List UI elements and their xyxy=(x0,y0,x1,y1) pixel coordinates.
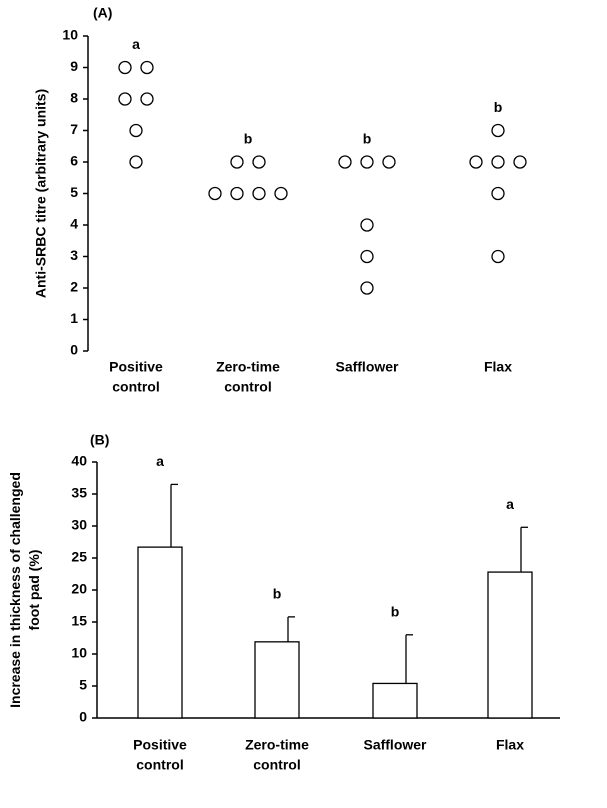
group-label: b xyxy=(391,604,400,620)
y-tick-label: 0 xyxy=(70,342,78,358)
x-tick-label: Zero-time xyxy=(245,737,309,753)
x-tick-label: Flax xyxy=(496,737,524,753)
x-tick-label: control xyxy=(253,757,300,773)
y-tick-label: 30 xyxy=(71,517,87,533)
x-tick-label: Positive xyxy=(109,359,163,375)
group-label: b xyxy=(494,99,503,115)
dot xyxy=(140,60,154,75)
y-tick-label: 35 xyxy=(71,485,87,501)
dot xyxy=(338,155,352,169)
y-tick-label: 3 xyxy=(70,247,78,263)
y-tick-label: 2 xyxy=(70,279,78,295)
y-axis-label: Anti-SRBC titre (arbitrary units) xyxy=(33,89,49,298)
bar xyxy=(254,641,300,719)
dot xyxy=(208,186,222,201)
dot xyxy=(469,155,483,169)
dot xyxy=(129,123,143,138)
group-label: b xyxy=(244,131,253,147)
bar xyxy=(372,682,418,719)
dot xyxy=(491,249,505,264)
y-axis-label: foot pad (%) xyxy=(26,550,42,631)
y-axis-label: Increase in thickness of challenged xyxy=(7,472,23,708)
x-tick-label: control xyxy=(136,757,183,773)
dot xyxy=(360,155,374,169)
group-label: a xyxy=(132,36,140,52)
bar xyxy=(487,571,533,719)
y-tick-label: 7 xyxy=(70,121,78,137)
dot xyxy=(129,155,143,169)
dot xyxy=(382,155,396,169)
y-tick-label: 1 xyxy=(70,310,78,326)
x-tick-label: Safflower xyxy=(335,359,399,375)
bar xyxy=(137,546,183,719)
x-tick-label: Positive xyxy=(133,737,187,753)
dot xyxy=(118,92,132,106)
x-tick-label: control xyxy=(112,379,159,395)
y-tick-label: 10 xyxy=(71,645,87,661)
y-tick-label: 8 xyxy=(70,90,78,106)
x-tick-label: Zero-time xyxy=(216,359,280,375)
group-label: b xyxy=(273,586,282,602)
x-tick-label: control xyxy=(224,379,271,395)
dot xyxy=(491,123,505,138)
dot xyxy=(140,92,154,106)
y-tick-label: 6 xyxy=(70,153,78,169)
x-tick-label: Flax xyxy=(484,359,512,375)
dot xyxy=(360,249,374,264)
dot xyxy=(360,281,374,295)
dot xyxy=(360,218,374,232)
panel-label: (B) xyxy=(90,432,109,448)
y-tick-label: 10 xyxy=(62,27,78,43)
group-label: b xyxy=(363,131,372,147)
dot xyxy=(491,186,505,201)
y-tick-label: 5 xyxy=(79,677,87,693)
y-tick-label: 5 xyxy=(70,184,78,200)
dot xyxy=(230,155,244,169)
y-tick-label: 40 xyxy=(71,453,87,469)
x-tick-label: Safflower xyxy=(363,737,427,753)
dot xyxy=(491,155,505,169)
dot xyxy=(252,155,266,169)
dot xyxy=(274,186,288,201)
group-label: a xyxy=(156,453,164,469)
y-tick-label: 9 xyxy=(70,58,78,74)
y-tick-label: 15 xyxy=(71,613,87,629)
dot xyxy=(230,186,244,201)
group-label: a xyxy=(506,496,514,512)
dot xyxy=(513,155,527,169)
y-tick-label: 4 xyxy=(70,216,78,232)
y-tick-label: 0 xyxy=(79,709,87,725)
dot xyxy=(118,60,132,75)
y-tick-label: 25 xyxy=(71,549,87,565)
panel-label: (A) xyxy=(93,5,112,21)
dot xyxy=(252,186,266,201)
y-tick-label: 20 xyxy=(71,581,87,597)
